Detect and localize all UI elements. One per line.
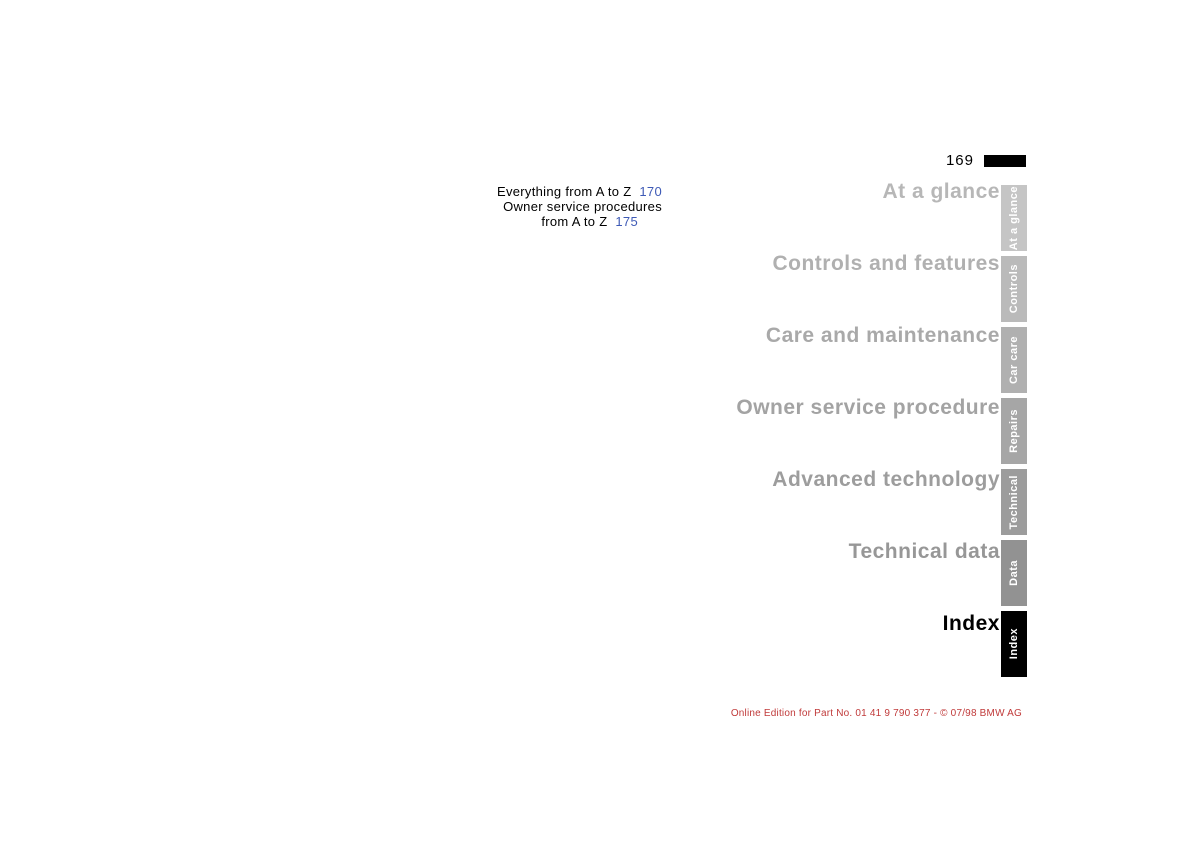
- page-number-row: 169: [946, 152, 1026, 169]
- tab-label: Index: [1008, 628, 1020, 659]
- tab-repairs[interactable]: Repairs: [1001, 398, 1027, 464]
- tab-label: Controls: [1008, 264, 1020, 313]
- tab-label: Data: [1008, 560, 1020, 586]
- tab-label: Technical: [1008, 475, 1020, 529]
- section-advanced-technology[interactable]: Advanced technology: [580, 468, 1000, 492]
- page-number: 169: [946, 152, 974, 169]
- tab-label: Repairs: [1008, 409, 1020, 453]
- footer-copyright: Online Edition for Part No. 01 41 9 790 …: [731, 708, 1022, 719]
- tab-at-a-glance[interactable]: At a glance: [1001, 185, 1027, 251]
- tab-technical[interactable]: Technical: [1001, 469, 1027, 535]
- section-controls-and-features[interactable]: Controls and features: [580, 252, 1000, 276]
- tabs-column: At a glance Controls Car care Repairs Te…: [1001, 185, 1027, 677]
- page-number-bar-icon: [984, 155, 1026, 167]
- section-index[interactable]: Index: [580, 612, 1000, 636]
- tab-label: At a glance: [1008, 186, 1020, 250]
- section-owner-service-procedure[interactable]: Owner service procedure: [580, 396, 1000, 420]
- tab-index[interactable]: Index: [1001, 611, 1027, 677]
- tab-label: Car care: [1008, 336, 1020, 384]
- tab-car-care[interactable]: Car care: [1001, 327, 1027, 393]
- section-technical-data[interactable]: Technical data: [580, 540, 1000, 564]
- section-list: At a glance Controls and features Care a…: [580, 180, 1000, 684]
- section-care-and-maintenance[interactable]: Care and maintenance: [580, 324, 1000, 348]
- tab-data[interactable]: Data: [1001, 540, 1027, 606]
- section-at-a-glance[interactable]: At a glance: [580, 180, 1000, 204]
- tab-controls[interactable]: Controls: [1001, 256, 1027, 322]
